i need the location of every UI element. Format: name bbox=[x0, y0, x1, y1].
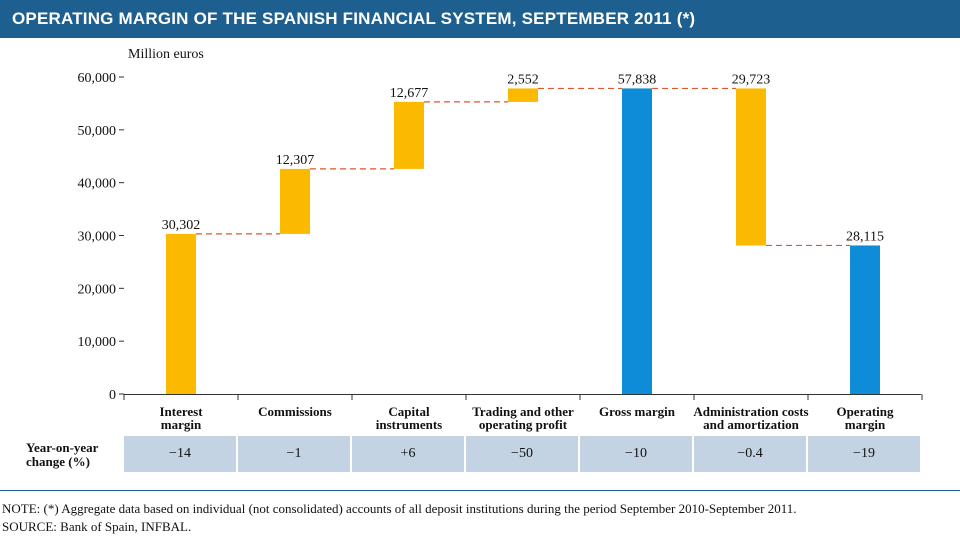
bar bbox=[394, 101, 424, 169]
value-label: 57,838 bbox=[618, 72, 657, 87]
change-cell: +6 bbox=[352, 436, 464, 472]
category-label: Gross margin bbox=[599, 404, 676, 419]
category-label: Operating bbox=[836, 404, 894, 419]
source-text: SOURCE: Bank of Spain, INFBAL. bbox=[2, 519, 192, 534]
category-label: Interest bbox=[159, 404, 203, 419]
category-label: Trading and other bbox=[472, 404, 574, 419]
note-text: NOTE: (*) Aggregate data based on indivi… bbox=[2, 501, 797, 516]
chart-title: OPERATING MARGIN OF THE SPANISH FINANCIA… bbox=[12, 9, 696, 28]
category-label: operating profit bbox=[479, 417, 568, 432]
change-cell: −1 bbox=[238, 436, 350, 472]
change-row-label-line: Year-on-year bbox=[26, 440, 99, 455]
change-cell: −0.4 bbox=[694, 436, 806, 472]
y-tick-label: 50,000 bbox=[78, 124, 117, 139]
y-tick-label: 40,000 bbox=[78, 177, 117, 192]
category-label: instruments bbox=[376, 417, 442, 432]
bar bbox=[280, 168, 310, 234]
category-label: margin bbox=[161, 417, 202, 432]
y-tick-label: 10,000 bbox=[78, 335, 117, 350]
category-label: Capital bbox=[388, 404, 430, 419]
change-cell: −50 bbox=[466, 436, 578, 472]
y-axis-unit-label: Million euros bbox=[128, 47, 204, 62]
bar bbox=[508, 88, 538, 102]
bar bbox=[622, 88, 652, 394]
change-cell: −19 bbox=[808, 436, 920, 472]
change-row-label: Year-on-year change (%) bbox=[26, 441, 122, 469]
value-label: 29,723 bbox=[732, 72, 771, 87]
value-label: 12,677 bbox=[390, 86, 429, 101]
y-tick-label: 20,000 bbox=[78, 282, 117, 297]
category-label: Administration costs bbox=[693, 404, 808, 419]
change-cell: −10 bbox=[580, 436, 692, 472]
value-label: 30,302 bbox=[162, 218, 201, 233]
title-bar: OPERATING MARGIN OF THE SPANISH FINANCIA… bbox=[0, 0, 960, 38]
waterfall-chart: 0 10,000 20,000 30,000 40,000 50,000 60,000 30,… bbox=[78, 71, 923, 432]
category-label: margin bbox=[845, 417, 886, 432]
change-row-label-line: change (%) bbox=[26, 454, 90, 469]
bar bbox=[736, 88, 766, 246]
change-row: −14 −1 +6 −50 −10 −0.4 −19 bbox=[124, 436, 922, 472]
value-label: 2,552 bbox=[507, 72, 539, 87]
value-label: 28,115 bbox=[846, 229, 884, 244]
y-tick-label: 60,000 bbox=[78, 71, 117, 86]
category-label: and amortization bbox=[703, 417, 799, 432]
footnote: NOTE: (*) Aggregate data based on indivi… bbox=[2, 500, 797, 536]
change-cell: −14 bbox=[124, 436, 236, 472]
bar bbox=[850, 245, 880, 394]
value-label: 12,307 bbox=[276, 153, 315, 168]
y-tick-label: 30,000 bbox=[78, 230, 117, 245]
bar bbox=[166, 233, 196, 394]
category-label: Commissions bbox=[258, 404, 332, 419]
y-tick-label: 0 bbox=[109, 388, 116, 403]
footer-divider bbox=[0, 490, 960, 491]
